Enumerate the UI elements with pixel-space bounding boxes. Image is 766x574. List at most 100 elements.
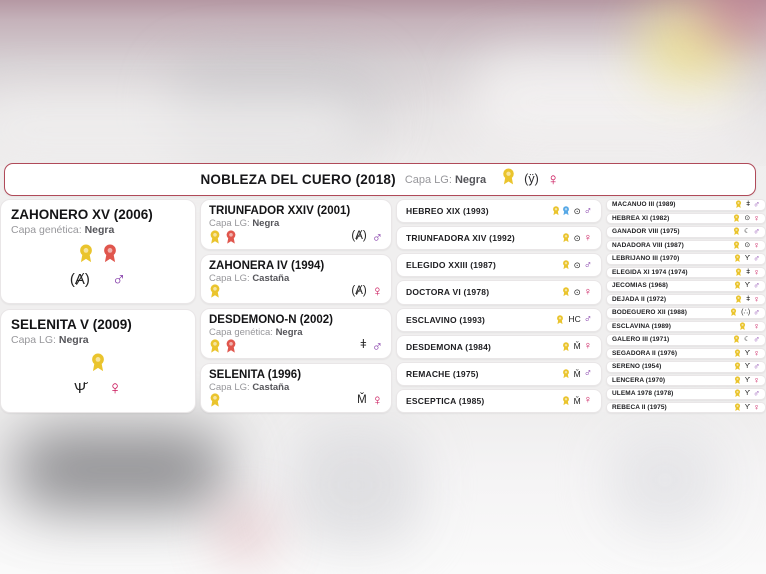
award-rosette-icon <box>562 342 570 352</box>
gender-icon: ♂ <box>753 334 760 345</box>
capa-value: Negra <box>84 224 115 236</box>
award-rosette-icon <box>225 339 237 354</box>
pedigree-cell[interactable]: ESCEPTICA (1985) M̌ ♀ <box>396 388 602 413</box>
pedigree-cell[interactable]: MACANUO III (1989) ǂ ♂ <box>606 199 766 211</box>
pedigree-cell[interactable]: HEBREO XIX (1993) ⊙ ♂ <box>396 199 602 224</box>
horse-name: REBECA II (1975) <box>612 403 667 411</box>
gender-icon: ♂ <box>753 199 760 210</box>
brand-mark-icon: Ƴ <box>744 282 751 290</box>
award-rosette-icons <box>90 353 106 373</box>
award-rosette-icon <box>734 376 741 385</box>
award-rosette-icon <box>562 369 570 379</box>
brand-mark-icon: ⊙ <box>573 287 581 298</box>
gender-icon: ♀ <box>371 392 383 409</box>
pedigree-cell[interactable]: JECOMIAS (1968) Ƴ ♂ <box>606 280 766 292</box>
award-rosette-icon <box>209 339 221 354</box>
award-rosette-icon <box>90 353 106 373</box>
gender-icon: ♂ <box>753 253 760 264</box>
gender-icon: ♂ <box>371 337 383 355</box>
horse-name: DESDEMONA (1984) <box>406 341 492 352</box>
marks-row: (Ⱥ) ♂ <box>351 230 383 245</box>
capa-value: Castaña <box>252 272 290 284</box>
pedigree-cell[interactable]: TRIUNFADORA XIV (1992) ⊙ ♀ <box>396 226 602 251</box>
pedigree-cell[interactable]: GALERO III (1971) ☾ ♂ <box>606 334 766 346</box>
brand-mark-icon: ⊙ <box>744 214 751 222</box>
award-rosette-icons <box>733 335 740 344</box>
horse-name: NADADORA VIII (1987) <box>612 241 684 249</box>
pedigree-cell[interactable]: ESCLAVINA (1989) ♀ <box>606 320 766 332</box>
gender-icon: ♂ <box>583 204 592 217</box>
pedigree-cell[interactable]: SELENITA V (2009) Capa LG: Negra Ѱ̆ ♀ <box>0 308 196 413</box>
pedigree-cell[interactable]: ULEMA 1978 (1978) Ƴ ♂ <box>606 388 766 400</box>
pedigree-cell[interactable]: DESDEMONA (1984) M̌ ♀ <box>396 334 602 359</box>
award-rosette-icons <box>734 362 741 371</box>
marks-row: Ѱ̆ ♀ <box>74 379 122 398</box>
pedigree-cell[interactable]: REBECA II (1975) Ƴ ♀ <box>606 401 766 413</box>
capa-text: Capa genética: Negra <box>209 327 383 338</box>
pedigree-cell[interactable]: BODEGUERO XII (1988) (∴) ♂ <box>606 307 766 319</box>
background-blob <box>700 0 766 37</box>
brand-mark-icon: HC <box>568 314 581 325</box>
horse-name: LEBRIJANO III (1970) <box>612 255 680 263</box>
award-rosette-icons <box>734 254 741 263</box>
award-rosette-icon <box>733 335 740 344</box>
pedigree-cell[interactable]: ELEGIDO XXIII (1987) ⊙ ♂ <box>396 253 602 278</box>
pedigree-cell[interactable]: REMACHE (1975) M̌ ♂ <box>396 361 602 386</box>
award-rosette-icon <box>733 241 740 250</box>
pedigree-cell[interactable]: NADADORA VIII (1987) ⊙ ♀ <box>606 239 766 251</box>
background-blob <box>610 430 720 530</box>
horse-name: TRIUNFADORA XIV (1992) <box>406 233 515 244</box>
pedigree-cell[interactable]: ZAHONERO XV (2006) Capa genética: Negra … <box>0 199 196 304</box>
horse-name: LENCERA (1970) <box>612 376 666 384</box>
pedigree-cell[interactable]: TRIUNFADOR XXIV (2001) Capa LG: Negra (Ⱥ… <box>200 199 392 250</box>
horse-name: SEGADORA II (1976) <box>612 349 678 357</box>
award-rosette-icon <box>501 168 516 186</box>
horse-name: HEBREO XIX (1993) <box>406 206 489 217</box>
capa-value: Castaña <box>252 381 290 393</box>
header-icons: (ӱ) ♀ <box>501 168 560 191</box>
cell-footer: (Ⱥ) ♂ <box>209 229 383 245</box>
cell-footer: M̌ ♀ <box>209 392 383 409</box>
background-blob <box>10 430 230 510</box>
brand-mark-icon: (Ⱥ) <box>351 284 367 297</box>
horse-name: ZAHONERA IV (1994) <box>209 259 325 272</box>
horse-title: NOBLEZA DEL CUERO (2018) <box>200 172 396 187</box>
cell-footer: (Ⱥ) ♂ <box>11 236 185 297</box>
horse-name: GALERO III (1971) <box>612 336 670 344</box>
horse-name: ELEGIDO XXIII (1987) <box>406 260 496 271</box>
brand-mark-icon: ǂ <box>746 201 751 209</box>
gender-icon: ♂ <box>753 226 760 237</box>
pedigree-cell[interactable]: HEBREA XI (1982) ⊙ ♀ <box>606 212 766 224</box>
award-rosette-icons <box>733 214 740 223</box>
marks-row: (Ⱥ) ♂ <box>70 270 126 289</box>
brand-mark-icon: Ƴ <box>744 403 751 411</box>
pedigree-cell[interactable]: ZAHONERA IV (1994) Capa LG: Castaña (Ⱥ) … <box>200 253 392 304</box>
award-rosette-icon <box>734 281 741 290</box>
pedigree-cell[interactable]: ESCLAVINO (1993) HC ♂ <box>396 307 602 332</box>
pedigree-cell[interactable]: DEJADA II (1972) ǂ ♀ <box>606 293 766 305</box>
pedigree-cell[interactable]: LENCERA (1970) Ƴ ♀ <box>606 374 766 386</box>
pedigree-cell[interactable]: LEBRIJANO III (1970) Ƴ ♂ <box>606 253 766 265</box>
pedigree-cell[interactable]: DESDEMONO-N (2002) Capa genética: Negra … <box>200 308 392 359</box>
brand-mark-icon: ☾ <box>743 228 751 236</box>
background-blob <box>0 95 370 165</box>
pedigree-cell[interactable]: SELENITA (1996) Capa LG: Castaña M̌ ♀ <box>200 362 392 413</box>
capa-value: Negra <box>275 327 303 338</box>
capa-value: Negra <box>252 218 280 229</box>
pedigree-cell[interactable]: GANADOR VIII (1975) ☾ ♂ <box>606 226 766 238</box>
brand-mark-icon: (Ⱥ) <box>69 270 90 288</box>
brand-mark-icon: Ƴ <box>744 363 751 371</box>
capa-text: Capa LG: Negra <box>209 218 383 229</box>
pedigree-cell[interactable]: SERENO (1954) Ƴ ♂ <box>606 361 766 373</box>
capa-label: Capa LG: <box>404 173 452 186</box>
capa-label: Capa LG: <box>11 333 56 346</box>
horse-name: SELENITA V (2009) <box>11 316 132 332</box>
gender-icon: ♂ <box>753 280 760 291</box>
award-rosette-icon <box>209 230 221 245</box>
pedigree-cell[interactable]: ELEGIDA XI 1974 (1974) ǂ ♀ <box>606 266 766 278</box>
pedigree-cell[interactable]: SEGADORA II (1976) Ƴ ♀ <box>606 347 766 359</box>
capa-label: Capa LG: <box>209 381 250 393</box>
pedigree-cell[interactable]: DOCTORA VI (1978) ⊙ ♀ <box>396 280 602 305</box>
pedigree-header[interactable]: NOBLEZA DEL CUERO (2018) Capa LG: Negra … <box>4 163 756 196</box>
award-rosette-icon <box>562 206 570 216</box>
